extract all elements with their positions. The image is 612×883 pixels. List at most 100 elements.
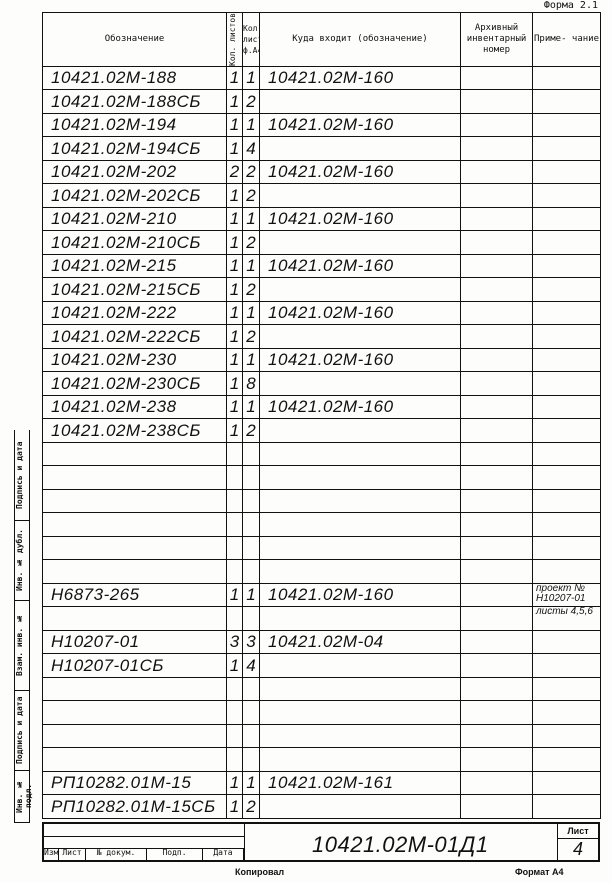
sheets-count-cell: 1: [226, 582, 243, 608]
note-cell: [532, 653, 601, 678]
used-in-cell: [259, 653, 461, 678]
note-cell: проект № Н10207-01: [532, 582, 601, 608]
archive-cell: [460, 653, 533, 678]
note-cell: [532, 65, 601, 91]
used-in-cell: [259, 723, 461, 749]
a4-sheets-cell: [242, 676, 260, 702]
archive-cell: [460, 488, 533, 514]
note-cell: [532, 89, 601, 114]
a4-sheets-cell: 2: [242, 418, 260, 443]
note-cell: [532, 159, 601, 185]
table-row: РП10282.01М-15 1 1 10421.02М-161: [42, 770, 601, 796]
table-row: [42, 465, 601, 490]
a4-sheets-cell: 1: [242, 206, 260, 232]
used-in-cell: 10421.02М-160: [259, 347, 461, 373]
used-in-cell: [259, 371, 461, 396]
designation-cell: [42, 700, 227, 725]
a4-sheets-cell: 2: [242, 89, 260, 114]
used-in-cell: [259, 183, 461, 208]
header-a4-sheets: Кол. лист ф.А4: [242, 12, 260, 67]
sheets-count-cell: 1: [226, 347, 243, 373]
used-in-cell: [259, 488, 461, 514]
archive-cell: [460, 512, 533, 537]
used-in-cell: 10421.02М-161: [259, 770, 461, 796]
designation-cell: 10421.02М-222СБ: [42, 324, 227, 349]
note-cell: [532, 183, 601, 208]
used-in-cell: [259, 559, 461, 584]
a4-sheets-cell: 1: [242, 65, 260, 91]
table-row: [42, 676, 601, 702]
used-in-cell: 10421.02М-160: [259, 206, 461, 232]
designation-cell: Н10207-01: [42, 629, 227, 655]
archive-cell: [460, 65, 533, 91]
used-in-cell: [259, 324, 461, 349]
used-in-cell: [259, 418, 461, 443]
designation-cell: 10421.02М-210СБ: [42, 230, 227, 255]
format-label: Формат А4: [515, 867, 564, 877]
designation-cell: 10421.02М-188: [42, 65, 227, 91]
designation-cell: [42, 488, 227, 514]
a4-sheets-cell: 2: [242, 324, 260, 349]
designation-cell: 10421.02М-222: [42, 300, 227, 326]
designation-cell: Н6873-265: [42, 582, 227, 608]
note-cell: [532, 700, 601, 725]
sheets-count-cell: 1: [226, 277, 243, 302]
a4-sheets-cell: [242, 606, 260, 631]
sheets-count-cell: 1: [226, 183, 243, 208]
used-in-cell: [259, 700, 461, 725]
designation-cell: [42, 465, 227, 490]
designation-cell: 10421.02М-230: [42, 347, 227, 373]
designation-cell: [42, 676, 227, 702]
archive-cell: [460, 606, 533, 631]
archive-cell: [460, 300, 533, 326]
table-row: [42, 700, 601, 725]
table-row: 10421.02М-210 1 1 10421.02М-160: [42, 206, 601, 232]
table-row: [42, 723, 601, 749]
side-label: Взам. инв. №: [14, 600, 30, 691]
a4-sheets-cell: [242, 723, 260, 749]
note-cell: [532, 230, 601, 255]
sheets-count-cell: [226, 488, 243, 514]
side-label: Инв. № подл.: [14, 770, 33, 823]
designation-cell: [42, 606, 227, 631]
used-in-cell: [259, 794, 461, 819]
a4-sheets-cell: [242, 747, 260, 772]
a4-sheets-cell: 4: [242, 653, 260, 678]
note-cell: [532, 465, 601, 490]
table-row: Н10207-01 3 3 10421.02М-04: [42, 629, 601, 655]
sheets-count-cell: [226, 559, 243, 584]
archive-cell: [460, 347, 533, 373]
sheet-label: Лист: [567, 826, 589, 836]
list-label: Лист: [59, 848, 86, 860]
note-cell: [532, 770, 601, 796]
sheets-count-cell: [226, 535, 243, 561]
designation-cell: 10421.02М-194: [42, 112, 227, 138]
used-in-cell: 10421.02М-160: [259, 253, 461, 279]
sheets-count-cell: 1: [226, 65, 243, 91]
sheets-count-cell: [226, 723, 243, 749]
note-cell: [532, 723, 601, 749]
table-row: Н10207-01СБ 1 4: [42, 653, 601, 678]
note-cell: [532, 418, 601, 443]
archive-cell: [460, 183, 533, 208]
note-cell: [532, 535, 601, 561]
a4-sheets-cell: 2: [242, 230, 260, 255]
used-in-cell: [259, 606, 461, 631]
a4-sheets-cell: [242, 535, 260, 561]
archive-cell: [460, 582, 533, 608]
archive-cell: [460, 559, 533, 584]
note-cell: [532, 629, 601, 655]
designation-cell: 10421.02М-215: [42, 253, 227, 279]
archive-cell: [460, 676, 533, 702]
archive-cell: [460, 136, 533, 161]
sheets-count-cell: [226, 747, 243, 772]
a4-sheets-cell: [242, 465, 260, 490]
header-row: Обозначение Кол. листов Кол. лист ф.А4 К…: [42, 12, 601, 67]
title-block: Изм Лист № докум. Подп. Дата 10421.02М-0…: [42, 822, 600, 862]
a4-sheets-cell: 2: [242, 159, 260, 185]
sheets-count-cell: 1: [226, 770, 243, 796]
sheets-count-cell: [226, 441, 243, 467]
designation-cell: [42, 512, 227, 537]
a4-sheets-cell: [242, 488, 260, 514]
